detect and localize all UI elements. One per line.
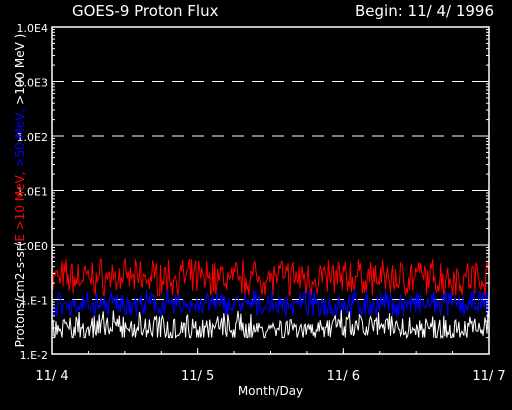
y-axis-label-part-0: Protons/cm2-s-sr( xyxy=(13,242,27,348)
y-tick-label: 1.0E1 xyxy=(17,186,48,199)
begin-date: Begin: 11/ 4/ 1996 xyxy=(355,2,494,20)
y-tick-label: 1.0E4 xyxy=(17,22,48,35)
y-axis-label-part-2: >50 MeV, xyxy=(13,105,27,168)
y-tick-label: 1.0E0 xyxy=(17,240,48,253)
y-tick-label: 1.E-2 xyxy=(20,349,48,362)
series-line-1 xyxy=(51,289,490,318)
series-line-2 xyxy=(51,310,490,340)
x-tick-label: 11/ 7 xyxy=(472,369,505,384)
series-line-0 xyxy=(51,257,490,296)
y-axis-label: Protons/cm2-s-sr(E >10 MeV, >50 MeV, >10… xyxy=(13,34,27,348)
y-tick-label: 1.E-1 xyxy=(20,295,48,308)
y-tick-label: 1.0E2 xyxy=(17,131,48,144)
y-axis-label-part-3: >100 MeV ) xyxy=(13,34,27,105)
chart-title: GOES-9 Proton Flux xyxy=(72,2,219,20)
x-tick-label: 11/ 5 xyxy=(181,369,214,384)
y-tick-label: 1.0E3 xyxy=(17,77,48,90)
y-axis-label-part-1: E >10 MeV, xyxy=(13,168,27,242)
x-axis-label: Month/Day xyxy=(238,384,303,398)
x-tick-label: 11/ 4 xyxy=(35,369,68,384)
x-tick-label: 11/ 6 xyxy=(327,369,360,384)
